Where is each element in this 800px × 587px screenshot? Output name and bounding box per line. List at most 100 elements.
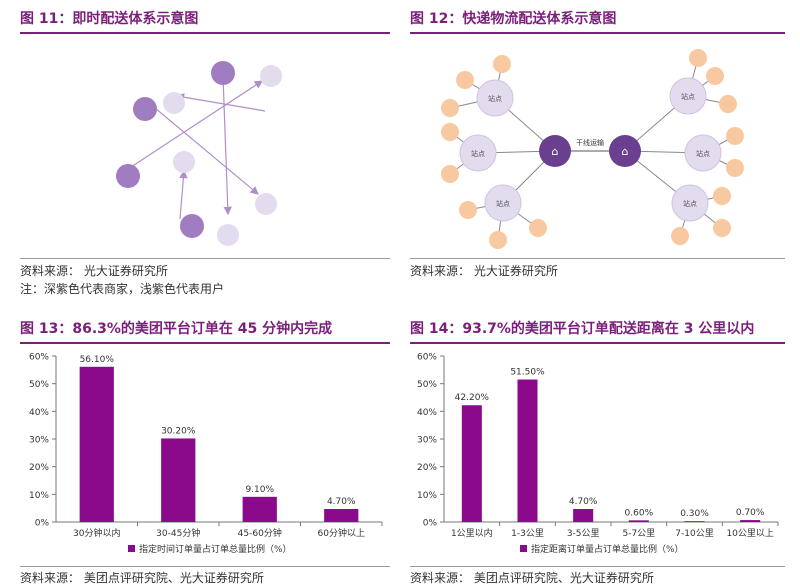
fig11-arrow [222, 75, 232, 216]
fig13-source: 资料来源： 美团点评研究院、光大证券研究所 [20, 571, 264, 585]
y-tick-label: 40% [417, 408, 437, 418]
y-tick-label: 10% [29, 491, 49, 501]
user-node [456, 71, 474, 89]
fig11-note: 注：深紫色代表商家，浅紫色代表用户 [20, 282, 225, 296]
station-label: 站点 [683, 199, 697, 208]
station-label: 站点 [488, 94, 502, 103]
user-node [459, 201, 477, 219]
fig14-source: 资料来源： 美团点评研究院、光大证券研究所 [410, 571, 654, 585]
user-node [529, 219, 547, 237]
fig11-arrow [175, 93, 266, 112]
fig11-diagram [116, 61, 282, 246]
y-tick-label: 30% [417, 436, 437, 446]
y-tick-label: 30% [29, 436, 49, 446]
bar-value-label: 4.70% [569, 497, 598, 507]
bar-value-label: 0.60% [625, 508, 654, 518]
user-node [255, 193, 277, 215]
user-node [713, 219, 731, 237]
merchant-node [180, 214, 204, 238]
station-node [459, 134, 497, 172]
legend-label: 指定距离订单量占订单总量比例（%） [531, 543, 684, 555]
y-tick-label: 0% [423, 519, 438, 529]
user-node [719, 95, 737, 113]
fig12-panel: 图 12：快递物流配送体系示意图 站点 站点 站点 站点 站点 站点 ⌂ ⌂ 干线运输 资料来源… [410, 8, 785, 298]
x-tick-label: 30分钟以内 [73, 527, 120, 539]
user-node [726, 159, 744, 177]
x-tick-label: 45-60分钟 [238, 527, 282, 539]
fig12-title-rule [410, 32, 785, 34]
fig12-source-rule [410, 258, 785, 259]
merchant-node [116, 164, 140, 188]
user-node [260, 65, 282, 87]
y-tick-label: 60% [417, 353, 437, 363]
user-node [689, 49, 707, 67]
bar-value-label: 51.50% [510, 368, 545, 378]
y-tick-label: 0% [35, 519, 50, 529]
station-node [484, 184, 522, 222]
fig13-panel: 图 13：86.3%的美团平台订单在 45 分钟内完成 0% 10% 20% 30% 4… [20, 318, 390, 587]
fig14-chart: 0% 10% 20% 30% 40% 50% 60% 42.20% 1公里以内 51.50% 1-3… [417, 353, 779, 555]
y-tick-label: 20% [29, 463, 49, 473]
user-node [441, 123, 459, 141]
fig11-source: 资料来源： 光大证券研究所 [20, 264, 168, 278]
warehouse-icon: ⌂ [552, 145, 559, 158]
fig11-arrow [127, 80, 264, 170]
user-node [489, 231, 507, 249]
station-label: 站点 [696, 149, 710, 158]
user-node [217, 224, 239, 246]
x-tick-label: 3-5公里 [567, 528, 600, 539]
bar [517, 379, 538, 522]
bar-value-label: 9.10% [245, 485, 274, 495]
bar-value-label: 0.30% [680, 509, 709, 519]
fig11-title-rule [20, 32, 390, 34]
fig11-arrow [154, 107, 259, 195]
legend-swatch [520, 545, 527, 552]
fig11-source-rule [20, 258, 390, 259]
bar [79, 366, 114, 522]
legend-swatch [128, 545, 135, 552]
user-node [706, 67, 724, 85]
y-tick-label: 50% [29, 380, 49, 390]
station-label: 站点 [471, 149, 485, 158]
warehouse-hub-node [609, 135, 641, 167]
fig12-title: 图 12：快递物流配送体系示意图 [410, 11, 617, 27]
y-tick-label: 60% [29, 353, 49, 363]
fig13-title: 图 13：86.3%的美团平台订单在 45 分钟内完成 [20, 321, 333, 337]
fig11-panel: 图 11：即时配送体系示意图 资料来源： 光大证券研究所 注：深紫色代表商家，浅… [20, 8, 390, 298]
bar [628, 520, 649, 522]
y-tick-label: 10% [417, 491, 437, 501]
fig13-title-rule [20, 342, 390, 344]
fig14-source-rule [410, 566, 785, 567]
fig13-chart: 0% 10% 20% 30% 40% 50% 60% 56.10% 30分钟以内 30.20% 30… [29, 353, 383, 555]
bar [684, 521, 705, 522]
x-tick-label: 5-7公里 [622, 528, 655, 539]
bar [242, 496, 277, 522]
bar-value-label: 30.20% [161, 426, 196, 436]
bar-value-label: 42.20% [455, 393, 490, 403]
user-node [726, 127, 744, 145]
station-node [671, 184, 709, 222]
bar [461, 405, 482, 522]
fig11-title: 图 11：即时配送体系示意图 [20, 11, 199, 27]
user-node [493, 55, 511, 73]
x-tick-label: 7-10公里 [675, 528, 713, 539]
fig14-panel: 图 14：93.7%的美团平台订单配送距离在 3 公里以内 0% 10% 20% 30… [410, 318, 785, 587]
user-node [163, 92, 185, 114]
bar [161, 438, 196, 522]
merchant-node [211, 61, 235, 85]
station-node [669, 77, 707, 115]
x-tick-label: 10公里以上 [726, 528, 773, 539]
fig13-source-rule [20, 566, 390, 567]
fig14-title-rule [410, 342, 785, 344]
user-node [713, 187, 731, 205]
warehouse-icon: ⌂ [622, 145, 629, 158]
legend-label: 指定时间订单量占订单总量比例（%） [139, 543, 292, 555]
x-tick-label: 1-3公里 [511, 528, 544, 539]
fig12-source: 资料来源： 光大证券研究所 [410, 264, 558, 278]
station-node [684, 134, 722, 172]
y-tick-label: 50% [417, 380, 437, 390]
fig14-title: 图 14：93.7%的美团平台订单配送距离在 3 公里以内 [410, 321, 755, 337]
user-node [173, 151, 195, 173]
y-tick-label: 40% [29, 408, 49, 418]
x-tick-label: 30-45分钟 [156, 527, 200, 539]
